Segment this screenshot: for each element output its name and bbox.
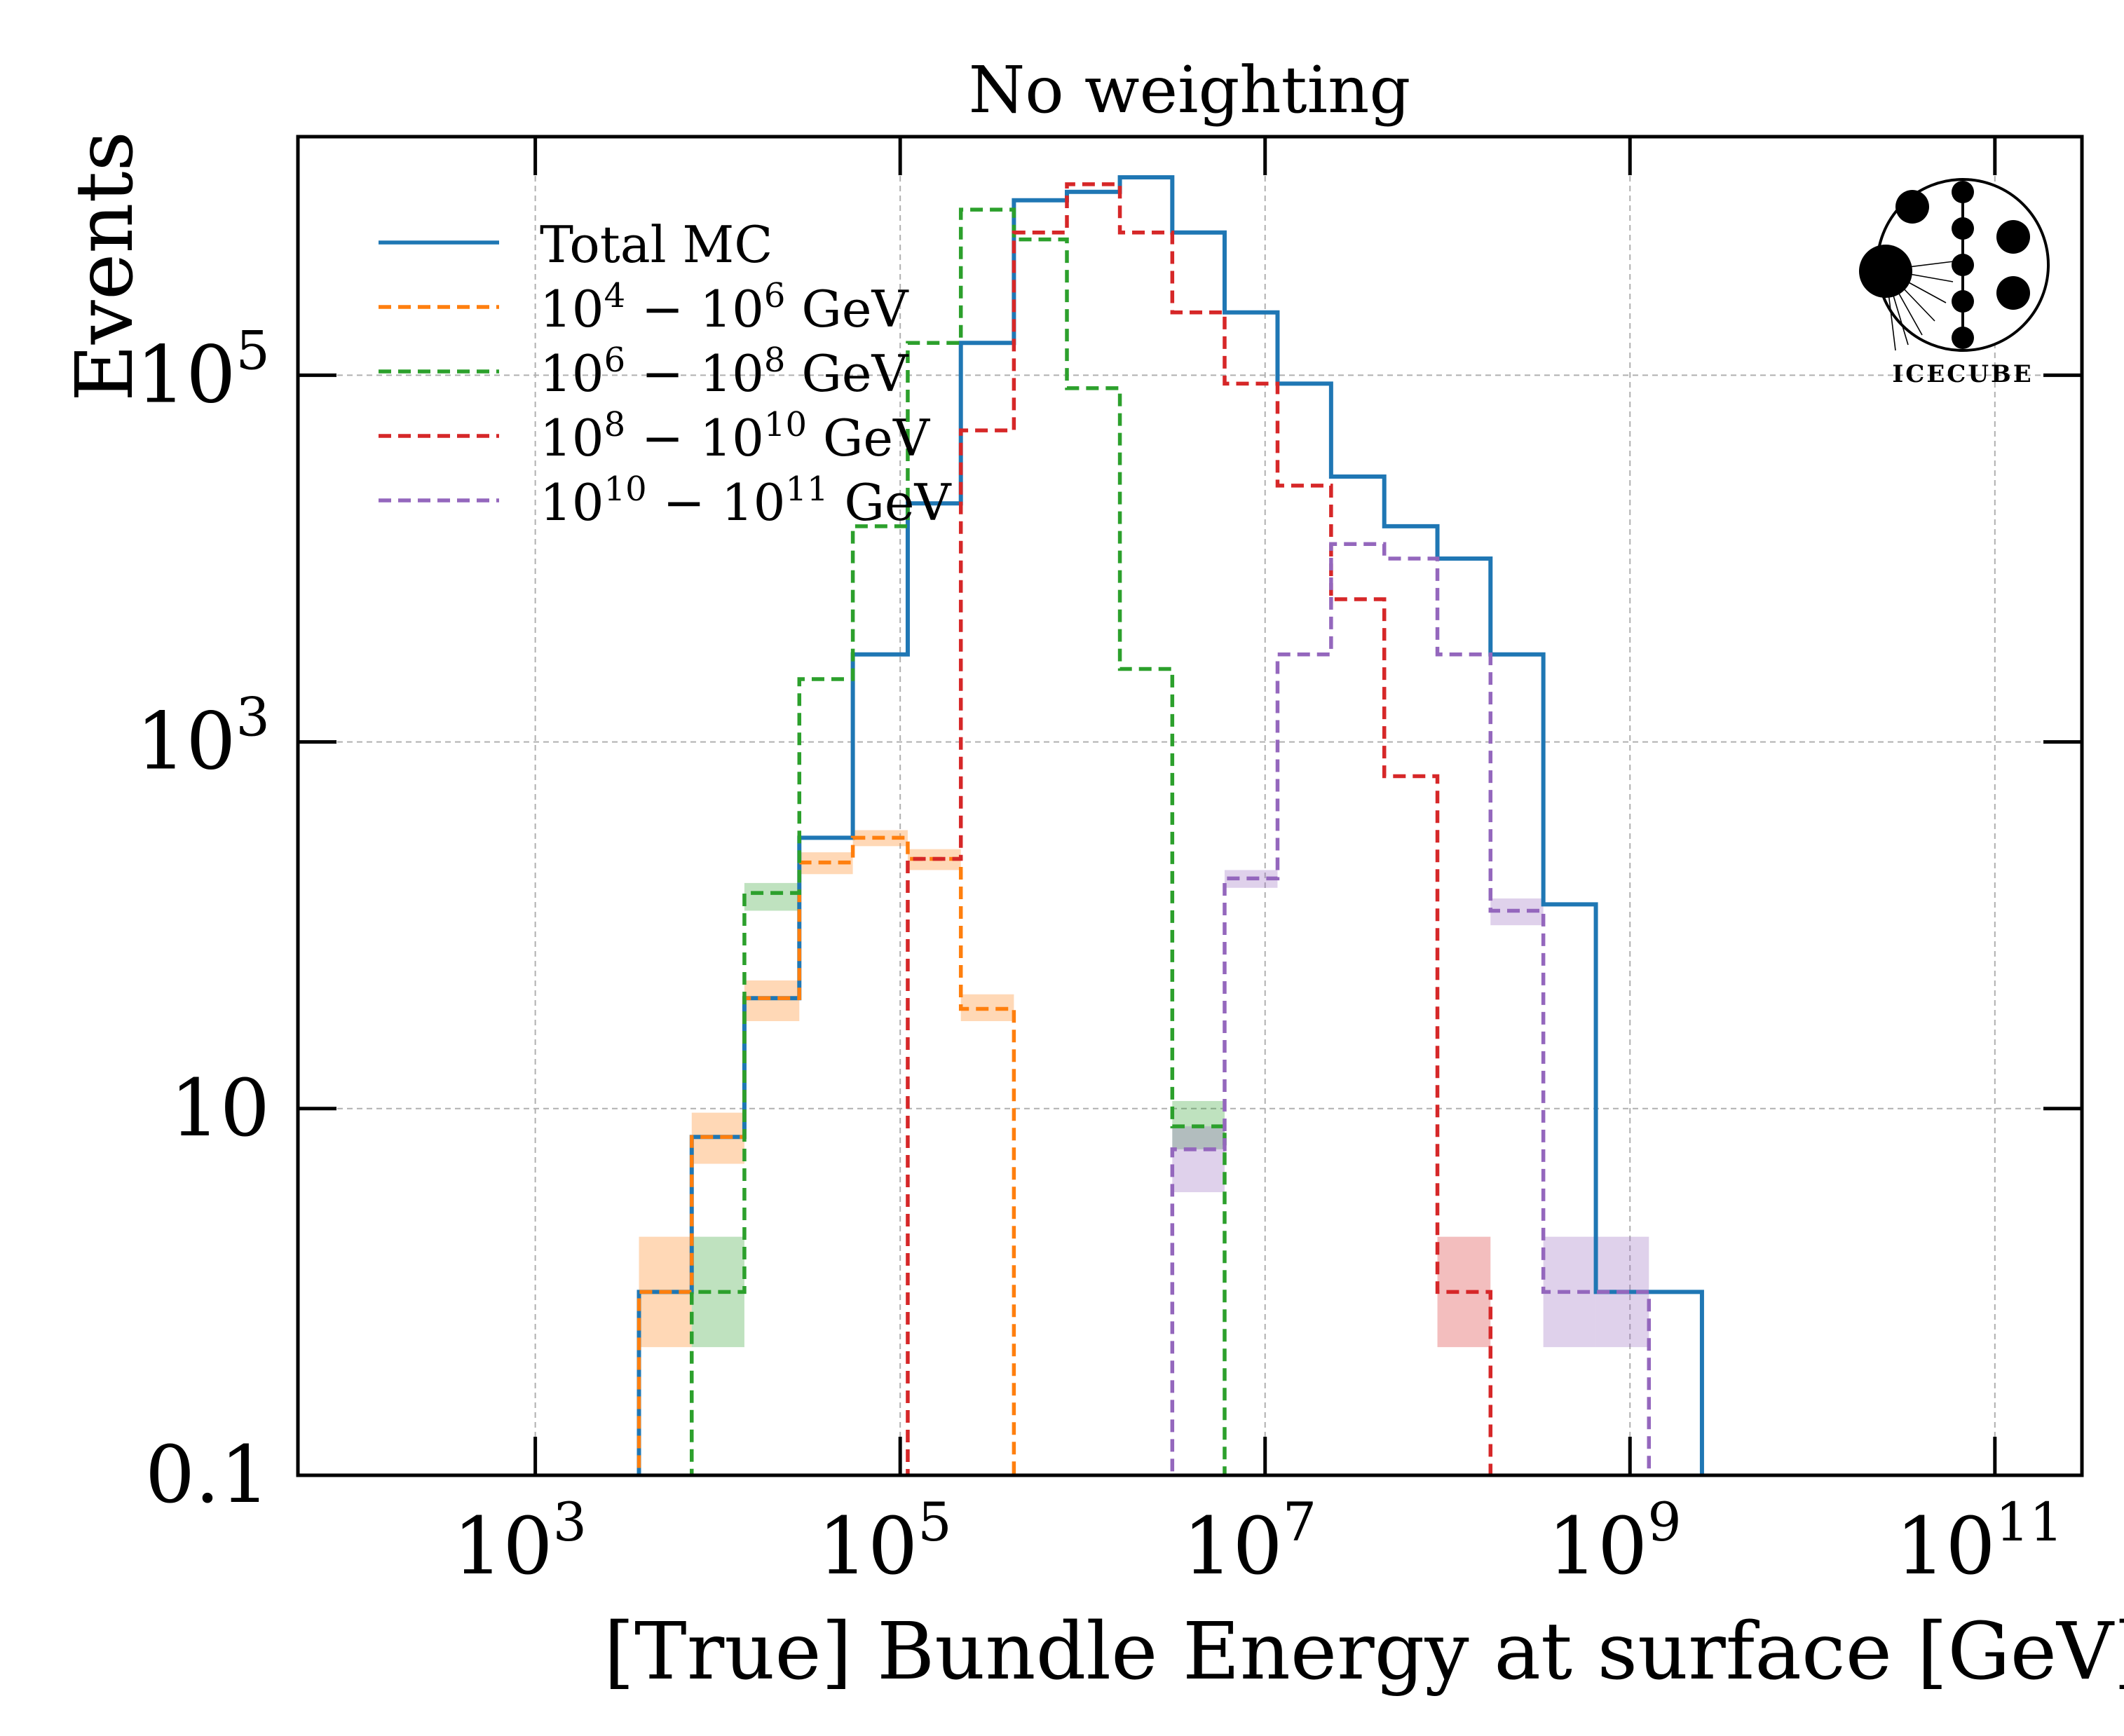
series-line-3 xyxy=(906,182,1493,1475)
x-tick-label: 107 xyxy=(1183,1491,1316,1592)
logo-text: ICECUBE xyxy=(1892,360,2033,388)
logo-dot xyxy=(1952,290,1974,313)
logo-dot xyxy=(1952,327,1974,349)
logo-dot xyxy=(1952,181,1974,203)
logo-dot xyxy=(1996,220,2030,254)
logo-dot xyxy=(1952,254,1974,276)
axis-ticks xyxy=(298,137,2082,1475)
uncertainty-band xyxy=(1437,1236,1491,1348)
logo-dot xyxy=(1996,276,2030,310)
series-line-4 xyxy=(1170,542,1652,1475)
chart-title: No weighting xyxy=(969,53,1410,128)
icecube-logo: ICECUBE xyxy=(1859,178,2050,388)
x-tick-label: 109 xyxy=(1548,1491,1682,1592)
x-tick-label: 103 xyxy=(453,1491,587,1592)
legend-entry: 106 − 108 GeV xyxy=(540,341,909,403)
x-tick-label: 1011 xyxy=(1895,1491,2063,1592)
series-line-2 xyxy=(690,207,1227,1475)
series-lines xyxy=(636,175,1704,1475)
x-axis-label: [True] Bundle Energy at surface [GeV] xyxy=(604,1606,2124,1697)
plot-frame xyxy=(296,135,2084,1477)
legend-entry: Total MC xyxy=(540,215,772,274)
legend-entry: 1010 − 1011 GeV xyxy=(540,470,953,532)
x-tick-label: 105 xyxy=(818,1491,952,1592)
uncertainty-bands xyxy=(639,830,1649,1348)
uncertainty-band xyxy=(744,980,800,1021)
logo-big-dot xyxy=(1859,245,1912,298)
legend-entry: 108 − 1010 GeV xyxy=(540,405,931,467)
y-tick-label: 10 xyxy=(170,1063,270,1154)
uncertainty-band xyxy=(1172,1126,1225,1193)
y-tick-label: 103 xyxy=(136,686,270,788)
logo-dot xyxy=(1895,190,1929,224)
y-axis-label: Events xyxy=(60,131,151,402)
y-tick-label: 0.1 xyxy=(145,1430,270,1521)
grid-lines xyxy=(298,137,2082,1475)
axis-tick-labels: 103 105 107 109 1011 0.1 10 103 105 xyxy=(136,319,2063,1592)
legend-entry: 104 − 106 GeV xyxy=(540,276,909,339)
y-tick-label: 105 xyxy=(136,319,270,421)
uncertainty-band xyxy=(744,882,800,911)
logo-dot xyxy=(1952,217,1974,240)
